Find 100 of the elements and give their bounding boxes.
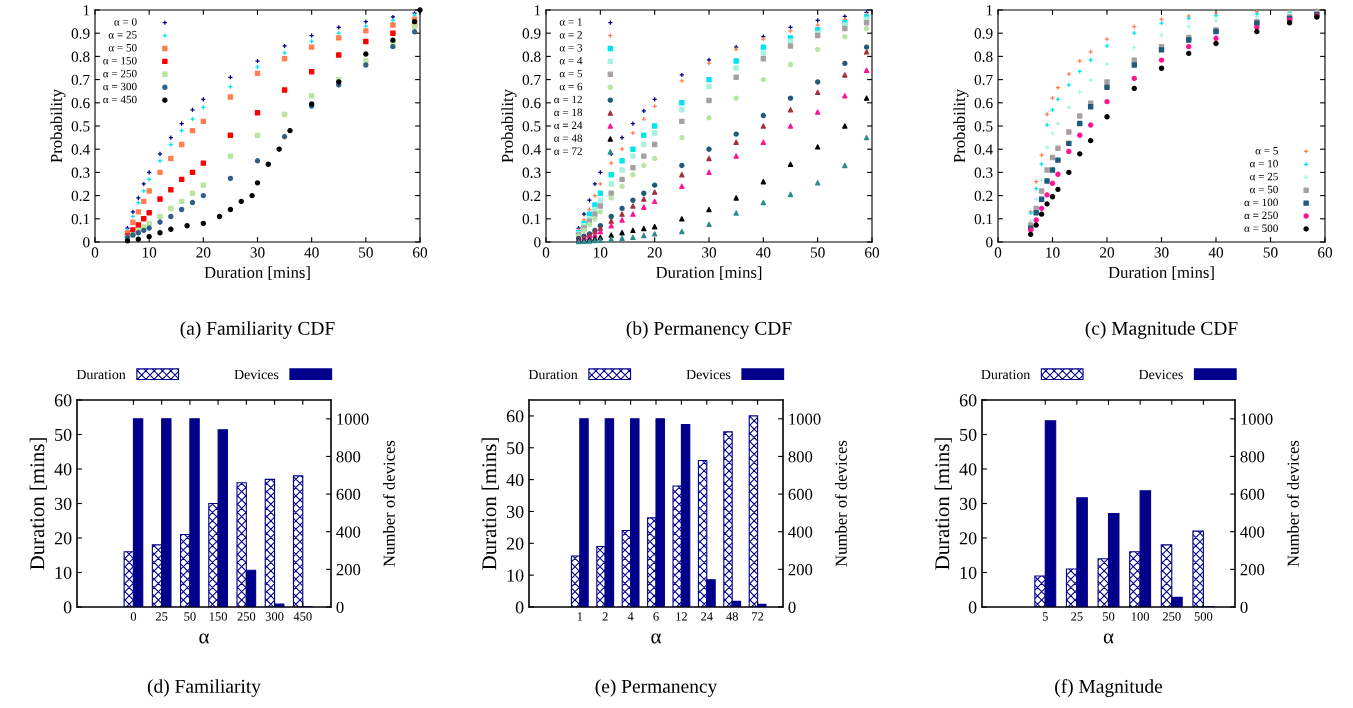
legend-label: α = 500 [1244,224,1278,232]
y-tick-label: 30 [959,497,977,510]
x-tick-label: 10 [1046,247,1060,258]
y-tick-label: 0.3 [522,167,541,178]
y-axis-title: Duration [mins] [934,438,952,570]
legend-label: α = 0 [114,18,137,26]
y-tick-label: 0.4 [71,144,90,155]
x-axis-title: α [651,633,661,644]
y2-tick-label: 200 [336,564,361,576]
x-tick-label: 100 [1131,612,1150,621]
y-tick-label: 0 [534,237,541,248]
y2-tick-label: 1000 [337,413,369,425]
y-tick-label: 0.2 [71,190,90,202]
y2-tick-label: 600 [788,488,813,501]
y-tick-label: 10 [507,569,524,582]
y2-tick-label: 800 [1240,451,1265,463]
x-tick-label: 50 [1102,612,1115,621]
y-tick-label: 0.5 [974,121,993,132]
x-tick-label: 30 [702,247,717,258]
y2-tick-label: 400 [336,526,361,538]
x-tick-label: 30 [250,247,265,258]
legend-label: α = 10 [1250,159,1278,168]
y-tick-label: 0.7 [974,74,993,86]
legend-label: Devices [1138,369,1183,380]
x-tick-label: 20 [647,247,662,258]
y-tick-label: 0.1 [974,213,993,225]
y2-tick-label: 800 [788,451,813,463]
legend-label: Duration [76,369,126,380]
y2-axis-title: Number of devices [382,440,395,567]
y-tick-label: 0.4 [974,144,993,155]
y-axis-title: Probability [953,89,969,163]
text: (c) Magnitude CDF [1085,321,1238,339]
y-tick-label: 0.3 [974,167,993,178]
y-tick-label: 60 [506,410,524,423]
legend-label: α = 450 [103,95,137,104]
y-tick-label: 50 [960,428,977,441]
legend-label: α = 6 [559,82,583,91]
x-tick-label: 20 [196,247,211,258]
x-tick-label: 25 [155,612,168,621]
y-tick-label: 1 [83,5,90,16]
y2-tick-label: 0 [1240,601,1248,613]
legend-label: α = 250 [1244,211,1278,220]
y-tick-label: 40 [54,463,72,476]
y-tick-label: 0.7 [522,74,541,86]
x-tick-label: 50 [810,247,825,258]
y-tick-label: 50 [507,442,524,455]
y-tick-label: 0.6 [71,97,90,109]
x-tick-label: 48 [726,612,738,621]
y-tick-label: 0.8 [522,51,541,62]
text: (f) Magnitude [1055,679,1163,697]
x-tick-label: 0 [994,247,1002,258]
text: (e) Permanency [595,679,718,697]
y-tick-label: 0 [986,237,993,248]
x-tick-label: 6 [653,612,659,621]
y-tick-label: 20 [506,537,524,550]
y-tick-label: 0.4 [522,144,541,155]
x-axis-title: Duration [mins] [204,266,310,281]
y2-tick-label: 1000 [789,413,821,425]
legend-label: α = 72 [554,147,582,155]
y2-tick-label: 1000 [1241,413,1273,425]
x-tick-label: 5 [1042,612,1048,621]
y2-tick-label: 200 [1240,564,1265,576]
legend-label: α = 48 [554,134,583,142]
x-tick-label: 12 [676,612,687,621]
y-tick-label: 30 [506,505,524,518]
y-tick-label: 0.3 [71,167,90,178]
legend-label: α = 25 [108,31,137,39]
x-tick-label: 0 [91,247,99,258]
x-tick-label: 10 [142,247,157,258]
y-tick-label: 1 [534,5,541,16]
y-tick-label: 0.1 [71,213,90,225]
y2-tick-label: 800 [336,451,361,463]
y-tick-label: 0.6 [974,97,993,109]
y-tick-label: 0.5 [522,121,541,132]
x-tick-label: 250 [1162,612,1181,621]
y-tick-label: 40 [506,473,524,487]
legend-label: α = 50 [108,44,137,52]
legend-label: α = 150 [103,56,137,65]
legend-label: α = 5 [1255,147,1278,155]
y2-axis-title: Number of devices [1286,440,1299,567]
y2-tick-label: 200 [788,564,813,576]
y-tick-label: 10 [55,566,72,579]
x-axis-title: Duration [mins] [656,266,762,281]
legend-label: α = 100 [1244,198,1278,207]
x-tick-label: 40 [1208,247,1224,258]
legend-label: α = 1 [559,18,582,26]
legend-label: Devices [234,369,279,380]
y-tick-label: 40 [959,463,977,476]
legend-label: α = 250 [103,69,137,78]
legend-label: α = 50 [1250,185,1278,194]
y-axis-title: Duration [mins] [29,438,47,570]
y-tick-label: 0.6 [522,97,541,109]
y2-tick-label: 600 [1240,488,1265,501]
y-tick-label: 0.8 [974,51,993,62]
x-tick-label: 0 [542,247,550,258]
text: (b) Permanency CDF [626,321,792,339]
y-tick-label: 0.9 [522,28,541,39]
legend-label: α = 18 [554,108,583,117]
legend-label: α = 4 [559,57,583,65]
y-tick-label: 30 [54,497,72,510]
